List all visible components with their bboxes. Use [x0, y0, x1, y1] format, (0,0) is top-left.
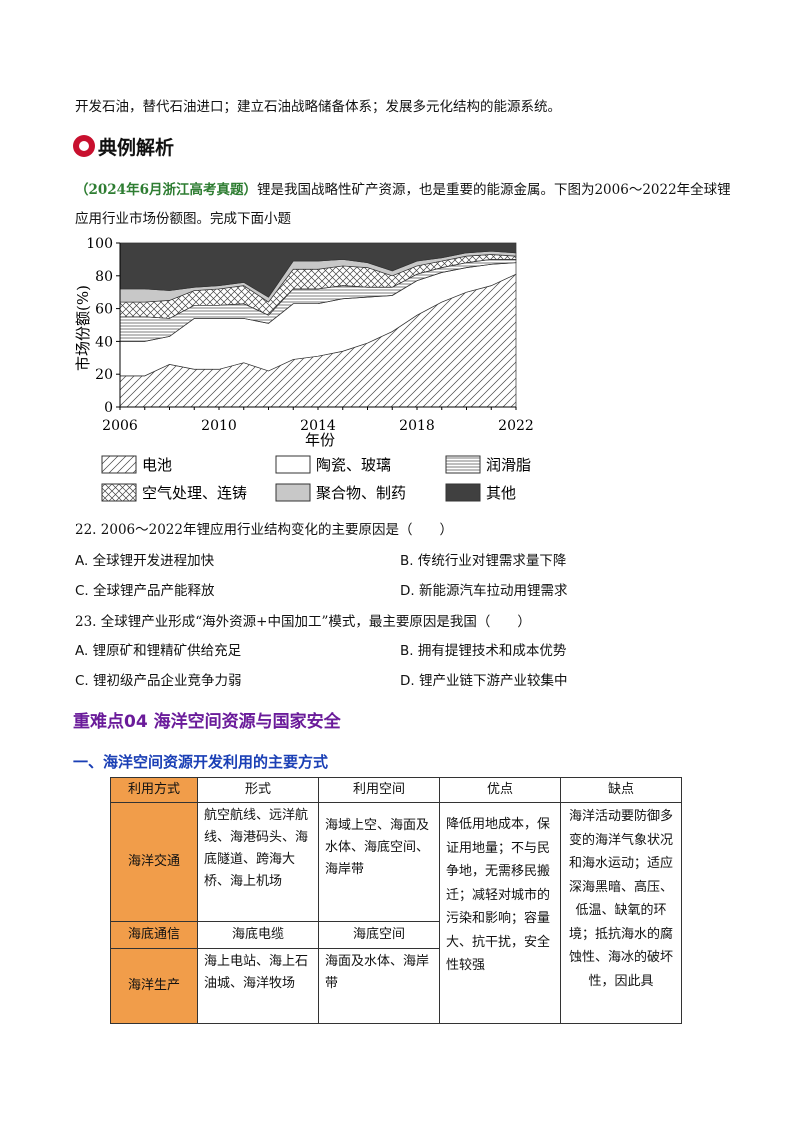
option-label: C.	[75, 583, 89, 599]
legend-label: 聚合物、制药	[316, 484, 406, 502]
chart-area-layers	[119, 242, 517, 408]
q22-option-d[interactable]: D. 新能源汽车拉动用锂需求	[400, 579, 567, 599]
q22-option-c[interactable]: C. 全球锂产品产能释放	[75, 579, 215, 599]
table-row: 海底通信 海底电缆 海底空间	[110, 921, 682, 949]
row-form: 海底电缆	[197, 921, 319, 949]
option-text: 锂原矿和锂精矿供给充足	[92, 643, 242, 659]
q22-option-b[interactable]: B. 传统行业对锂需求量下降	[400, 549, 566, 569]
legend-swatch	[275, 483, 311, 502]
table-row: 海洋生产 海上电站、海上石油城、海洋牧场 海面及水体、海岸带	[110, 948, 682, 1024]
row-space: 海底空间	[318, 921, 440, 949]
legend-swatch	[101, 483, 137, 502]
chart-x-label: 年份	[305, 431, 335, 449]
q23-stem: 23. 全球锂产业形成“海外资源+中国加工”模式，最主要原因是我国（ ）	[75, 614, 531, 630]
area-series-6	[119, 242, 517, 298]
section-title: 重难点04 海洋空间资源与国家安全	[73, 712, 341, 732]
option-label: B.	[400, 553, 414, 569]
q22-option-a[interactable]: A. 全球锂开发进程加快	[75, 549, 214, 569]
legend-swatch	[101, 455, 137, 474]
row-type: 海洋生产	[110, 948, 198, 1024]
question-intro: （2024年6月浙江高考真题）锂是我国战略性矿产资源，也是重要的能源金属。下图为…	[75, 176, 735, 234]
legend-label: 其他	[486, 484, 516, 502]
q23-option-a[interactable]: A. 锂原矿和锂精矿供给充足	[75, 639, 241, 659]
q23-option-c[interactable]: C. 锂初级产品企业竞争力弱	[75, 669, 242, 689]
option-label: A.	[75, 643, 89, 659]
chart-y-label: 市场份额(%)	[74, 285, 92, 371]
y-tick-label: 100	[86, 236, 113, 252]
legend-label: 空气处理、连铸	[142, 484, 247, 502]
x-tick-label: 2018	[399, 418, 435, 434]
row-space: 海域上空、海面及水体、海底空间、海岸带	[318, 802, 440, 922]
table-header-row: 利用方式 形式 利用空间 优点 缺点	[110, 777, 682, 803]
sub-title: 一、海洋空间资源开发利用的主要方式	[73, 753, 329, 771]
legend-label: 润滑脂	[486, 456, 531, 474]
option-text: 传统行业对锂需求量下降	[417, 553, 567, 569]
cons-cell: 海洋活动要防御多变的海洋气象状况和海水运动；适应深海黑暗、高压、低温、缺氧的环境…	[560, 802, 682, 1024]
pros-cell: 降低用地成本，保证用地量；不与民争地，无需移民搬迁；减轻对城市的污染和影响；容量…	[439, 802, 561, 1024]
option-text: 锂产业链下游产业较集中	[418, 673, 568, 689]
legend-swatch	[445, 455, 481, 474]
option-text: 锂初级产品企业竞争力弱	[93, 673, 242, 689]
option-label: C.	[75, 673, 89, 689]
intro-text: 开发石油，替代石油进口；建立石油战略储备体系；发展多元化结构的能源系统。	[75, 99, 561, 115]
y-tick-label: 20	[95, 367, 113, 383]
option-text: 新能源汽车拉动用锂需求	[418, 583, 568, 599]
legend-swatch	[445, 483, 481, 502]
table-row: 海洋交通 航空航线、远洋航线、海港码头、海底隧道、跨海大桥、海上机场 海域上空、…	[110, 802, 682, 1024]
x-tick-label: 2022	[498, 418, 534, 434]
option-label: A.	[75, 553, 89, 569]
option-text: 全球锂产品产能释放	[93, 583, 215, 599]
col-header: 利用方式	[110, 777, 198, 803]
col-header: 优点	[439, 777, 561, 803]
x-tick-label: 2014	[300, 418, 336, 434]
x-tick-label: 2006	[102, 418, 138, 434]
section-heading: 典例解析	[73, 133, 174, 159]
y-tick-label: 0	[104, 400, 113, 416]
q23-option-d[interactable]: D. 锂产业链下游产业较集中	[400, 669, 567, 689]
legend-swatch	[275, 455, 311, 474]
y-tick-label: 40	[95, 334, 113, 350]
question-text: 锂是我国战略性矿产资源，也是重要的能源金属。下图为2006～2022年全球锂应用…	[75, 182, 731, 227]
row-type: 海底通信	[110, 921, 198, 949]
row-form: 海上电站、海上石油城、海洋牧场	[197, 948, 319, 1024]
option-text: 全球锂开发进程加快	[92, 553, 215, 569]
col-header: 形式	[197, 777, 319, 803]
row-space: 海面及水体、海岸带	[318, 948, 440, 1024]
row-form: 航空航线、远洋航线、海港码头、海底隧道、跨海大桥、海上机场	[197, 802, 319, 922]
y-tick-label: 80	[95, 269, 113, 285]
example-logo-icon	[73, 135, 95, 157]
option-text: 拥有提锂技术和成本优势	[417, 643, 567, 659]
option-label: B.	[400, 643, 414, 659]
y-tick-label: 60	[95, 302, 113, 318]
option-label: D.	[400, 673, 415, 689]
col-header: 缺点	[560, 777, 682, 803]
x-tick-label: 2010	[201, 418, 237, 434]
section-heading-label: 典例解析	[98, 136, 175, 159]
col-header: 利用空间	[318, 777, 440, 803]
legend-label: 电池	[142, 456, 172, 474]
question-source: （2024年6月浙江高考真题）	[75, 182, 257, 198]
row-type: 海洋交通	[110, 802, 198, 922]
option-label: D.	[400, 583, 415, 599]
ocean-space-table: 利用方式 形式 利用空间 优点 缺点 海洋交通 航空航线、远洋航线、海港码头、海…	[110, 777, 682, 1024]
lithium-market-chart: 0 20 40 60 80 100 2006 2010 2014 2018 2022 市场份额(%)…	[74, 236, 534, 502]
chart-axes: 0 20 40 60 80 100 2006 2010 2014 2018 2022	[86, 236, 534, 434]
q22-stem: 22. 2006～2022年锂应用行业结构变化的主要原因是（ ）	[75, 522, 453, 538]
legend-label: 陶瓷、玻璃	[316, 456, 391, 474]
q23-option-b[interactable]: B. 拥有提锂技术和成本优势	[400, 639, 566, 659]
